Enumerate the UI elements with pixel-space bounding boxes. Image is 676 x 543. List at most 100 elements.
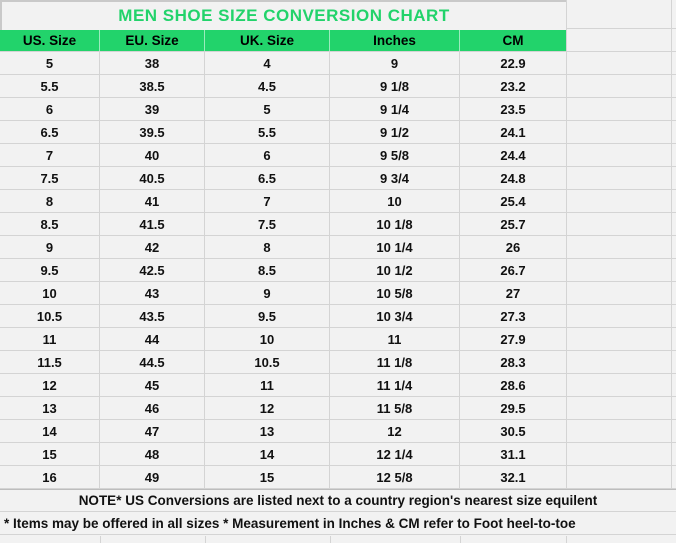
table-cell: 5: [205, 98, 330, 120]
table-cell: 11 1/4: [330, 374, 460, 396]
table-cell: 44: [100, 328, 205, 350]
table-cell: 28.3: [500, 354, 526, 370]
table-cell: 26: [505, 239, 521, 255]
table-row: 5 38 4 9 22.9: [0, 52, 566, 75]
table-cell: 40.5: [100, 167, 205, 189]
column-header-cm: CM: [502, 33, 524, 48]
table-cell: 23.5: [500, 101, 526, 117]
table-cell: 9.5: [0, 259, 100, 281]
table-cell: 25.4: [500, 193, 526, 209]
empty-cell: [567, 190, 676, 213]
table-cell: 44.5: [100, 351, 205, 373]
table-cell: 48: [100, 443, 205, 465]
column-header-us-size: US. Size: [0, 30, 100, 51]
table-cell: 13: [0, 397, 100, 419]
partial-bottom-row: [0, 535, 676, 543]
table-cell: 8: [0, 190, 100, 212]
table-cell: 24.1: [500, 124, 526, 140]
empty-cell: [567, 0, 676, 29]
table-cell: 39: [100, 98, 205, 120]
table-row: 8 41 7 10 25.4: [0, 190, 566, 213]
empty-cell: [567, 397, 676, 420]
table-row: 9.5 42.5 8.5 10 1/2 26.7: [0, 259, 566, 282]
table-cell: 27.9: [500, 331, 526, 347]
table-cell: 13: [205, 420, 330, 442]
table-cell: 10 3/4: [330, 305, 460, 327]
table-cell: 10 1/4: [330, 236, 460, 258]
table-cell: 7: [0, 144, 100, 166]
empty-cell: [567, 213, 676, 236]
table-cell: 11: [0, 328, 100, 350]
table-row: 5.5 38.5 4.5 9 1/8 23.2: [0, 75, 566, 98]
table-row: 10 43 9 10 5/8 27: [0, 282, 566, 305]
table-cell: 6.5: [205, 167, 330, 189]
table-cell: 9 1/4: [330, 98, 460, 120]
table-cell: 23.2: [500, 78, 526, 94]
table-cell: 12: [0, 374, 100, 396]
table-body: 5 38 4 9 22.9 5.5 38.5 4.5 9 1/8 23.2 6 39 5 9 1/4 23.…: [0, 52, 566, 489]
column-header-uk-size: UK. Size: [205, 30, 330, 51]
table-cell: 38.5: [100, 75, 205, 97]
partial-row-gridline: [566, 536, 567, 543]
table-cell: 46: [100, 397, 205, 419]
empty-cell: [567, 29, 676, 52]
empty-cell: [567, 374, 676, 397]
empty-cell: [567, 259, 676, 282]
table-cell: 40: [100, 144, 205, 166]
table-cell: 41.5: [100, 213, 205, 235]
table-cell: 28.6: [500, 377, 526, 393]
table-cell: 10: [0, 282, 100, 304]
table-cell: 43: [100, 282, 205, 304]
table-cell: 10 1/2: [330, 259, 460, 281]
table-cell: 14: [0, 420, 100, 442]
table-cell: 7.5: [0, 167, 100, 189]
table-cell: 12: [205, 397, 330, 419]
table-cell: 22.9: [500, 55, 526, 71]
table-cell: 11: [330, 328, 460, 350]
table-cell: 24.4: [500, 147, 526, 163]
note-text-2: * Items may be offered in all sizes * Me…: [4, 515, 576, 531]
table-cell: 5.5: [205, 121, 330, 143]
side-column-right-gridline: [671, 0, 672, 489]
table-cell: 12 5/8: [330, 466, 460, 488]
table-cell: 15: [0, 443, 100, 465]
table-cell: 8.5: [0, 213, 100, 235]
table-cell: 5: [0, 52, 100, 74]
empty-cell: [567, 443, 676, 466]
table-cell: 32.1: [500, 469, 526, 485]
table-row: 12 45 11 11 1/4 28.6: [0, 374, 566, 397]
table-row: 7 40 6 9 5/8 24.4: [0, 144, 566, 167]
table-cell: 15: [205, 466, 330, 488]
table-cell: 7.5: [205, 213, 330, 235]
partial-row-gridline: [330, 536, 331, 543]
table-cell: 41: [100, 190, 205, 212]
empty-cell: [567, 328, 676, 351]
empty-cell: [567, 282, 676, 305]
table-cell: 12: [330, 420, 460, 442]
table-cell: 42: [100, 236, 205, 258]
table-cell: 11.5: [0, 351, 100, 373]
column-header-inches: Inches: [330, 30, 460, 51]
table-cell: 25.7: [500, 216, 526, 232]
table-cell: 43.5: [100, 305, 205, 327]
empty-cell: [567, 121, 676, 144]
partial-row-gridline: [205, 536, 206, 543]
table-cell: 6: [205, 144, 330, 166]
note-text-1: NOTE* US Conversions are listed next to …: [78, 493, 598, 508]
empty-cell: [567, 98, 676, 121]
table-row: 6 39 5 9 1/4 23.5: [0, 98, 566, 121]
table-row: 11 44 10 11 27.9: [0, 328, 566, 351]
table-row: 13 46 12 11 5/8 29.5: [0, 397, 566, 420]
table-cell: 8.5: [205, 259, 330, 281]
table-cell: 7: [205, 190, 330, 212]
table-cell: 39.5: [100, 121, 205, 143]
table-row: 7.5 40.5 6.5 9 3/4 24.8: [0, 167, 566, 190]
table-cell: 27.3: [500, 308, 526, 324]
table-cell: 9 5/8: [330, 144, 460, 166]
empty-cell: [567, 167, 676, 190]
table-cell: 49: [100, 466, 205, 488]
page-title: MEN SHOE SIZE CONVERSION CHART: [118, 6, 450, 25]
table-cell: 4.5: [205, 75, 330, 97]
empty-cell: [567, 144, 676, 167]
